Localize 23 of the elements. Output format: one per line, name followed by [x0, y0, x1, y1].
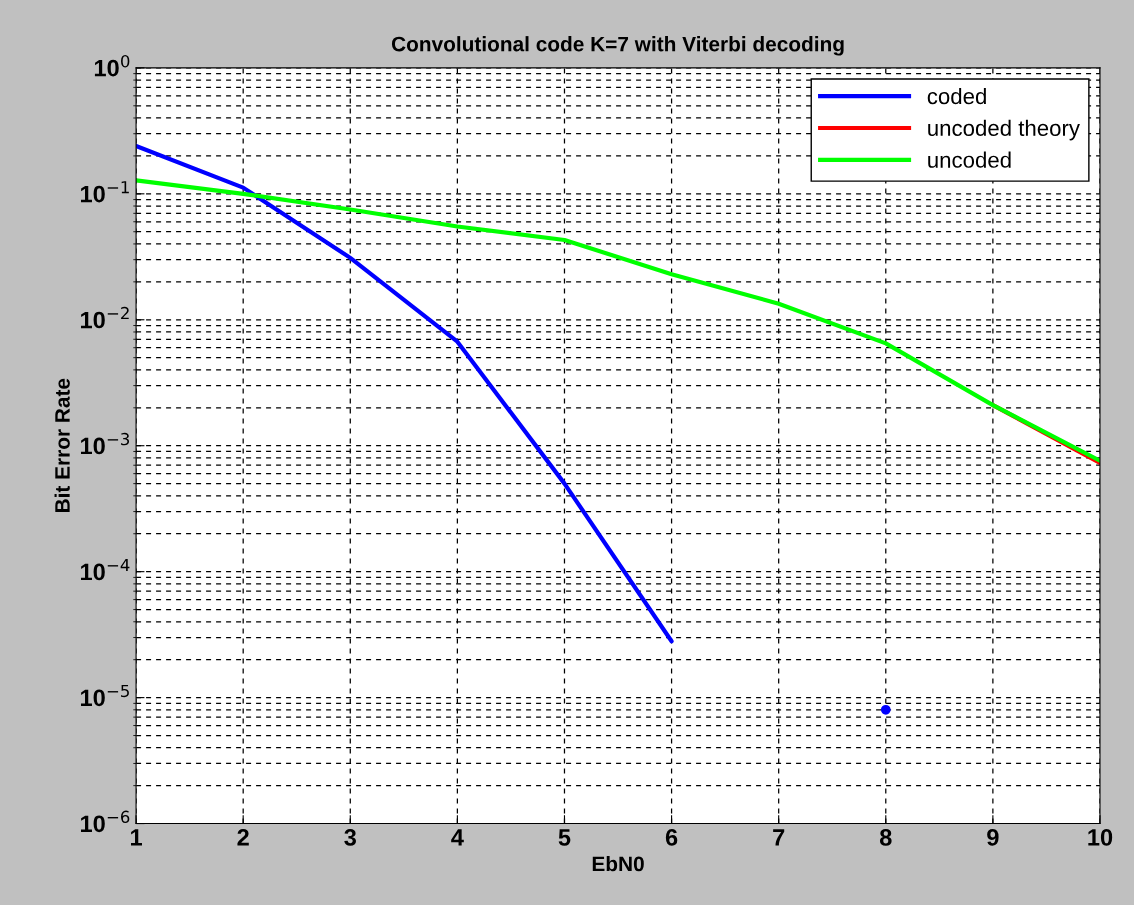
- x-tick-label: 5: [558, 829, 571, 846]
- y-tick-label: 10$^{−3}$: [81, 432, 130, 455]
- x-tick-label: 8: [879, 829, 892, 846]
- x-tick-label: 7: [773, 829, 785, 846]
- x-tick-label: 1: [131, 829, 142, 846]
- y-tick-label: 10$^{−6}$: [81, 810, 130, 833]
- x-tick-label: 6: [665, 829, 678, 846]
- y-tick-label: 10$^{−1}$: [81, 181, 129, 203]
- y-tick-label: 10$^{0}$: [94, 54, 130, 77]
- chart-title: Convolutional code K=7 with Viterbi decoding: [391, 36, 844, 56]
- legend-label: uncoded theory: [928, 119, 1080, 141]
- y-tick-label: 10$^{−2}$: [81, 306, 129, 329]
- x-tick-label: 3: [344, 829, 356, 846]
- y-tick-label: 10$^{−5}$: [81, 684, 129, 707]
- x-tick-label: 4: [451, 829, 464, 846]
- x-tick-label: 9: [987, 829, 999, 846]
- y-axis-title: Bit Error Rate: [54, 378, 70, 513]
- legend-label: coded: [927, 87, 986, 105]
- y-tick-label: 10$^{−4}$: [81, 558, 130, 581]
- x-axis-title: EbN0: [592, 855, 644, 872]
- legend-label: uncoded: [928, 151, 1011, 168]
- x-tick-label: 2: [237, 829, 249, 846]
- x-tick-label: 10: [1088, 829, 1113, 846]
